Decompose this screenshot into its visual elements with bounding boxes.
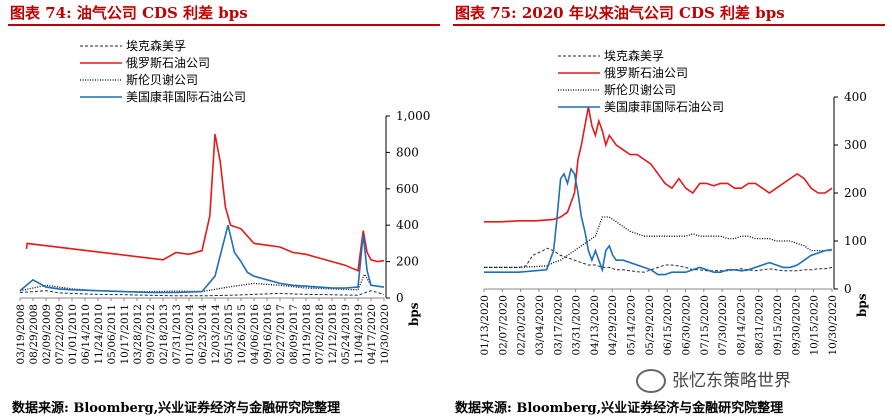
left-chart-legend-label: 斯伦贝谢公司: [126, 72, 198, 87]
right-chart-x-tick-label: 09/15/2020: [772, 295, 784, 356]
right-chart-x-tick-label: 03/17/2020: [552, 295, 564, 356]
right-chart-x-tick-label: 04/13/2020: [589, 295, 601, 356]
watermark: 张忆东策略世界: [636, 366, 791, 393]
right-figure-title: 图表 75: 2020 年以来油气公司 CDS 利差 bps: [455, 4, 785, 22]
left-chart-y-tick-label: 1,000: [396, 109, 430, 123]
left-chart-x-tick-label: 09/07/2012: [145, 304, 157, 365]
left-chart-series-line-0: [19, 290, 385, 297]
right-source-note: 数据来源: Bloomberg,兴业证券经济与金融研究院整理: [455, 401, 784, 416]
left-chart-x-tick-label: 03/19/2008: [15, 304, 27, 365]
right-chart-series-line-0: [484, 247, 833, 273]
left-chart-x-tick-label: 08/29/2008: [28, 304, 40, 365]
left-chart-x-tick-label: 09/16/2016: [262, 304, 274, 365]
left-chart-x-tick-label: 12/12/2018: [327, 304, 339, 365]
left-chart-x-tick-label: 06/14/2010: [80, 304, 92, 365]
right-chart-x-tick-label: 02/20/2020: [516, 295, 528, 356]
left-source-note: 数据来源: Bloomberg,兴业证券经济与金融研究院整理: [12, 401, 341, 416]
right-chart-x-tick-label: 09/30/2020: [790, 295, 802, 356]
right-chart-y-tick-label: 200: [844, 186, 867, 200]
left-chart-x-tick-label: 11/04/2019: [353, 304, 365, 365]
left-chart-x-tick-label: 07/22/2009: [54, 304, 66, 365]
left-chart-y-tick-label: 0: [396, 291, 404, 305]
left-chart-legend-label: 埃克森美孚: [126, 38, 186, 53]
left-chart-x-tick-label: 05/06/2011: [106, 304, 118, 365]
left-chart-x-tick-label: 10/30/2020: [379, 304, 391, 365]
left-chart-x-tick-label: 01/19/2018: [301, 304, 313, 365]
right-chart-x-tick-label: 08/31/2020: [754, 295, 766, 356]
right-title-rule: [453, 24, 885, 26]
right-chart-legend-label: 俄罗斯石油公司: [604, 66, 688, 80]
right-chart-x-tick-label: 02/07/2020: [497, 295, 509, 356]
left-chart-series-line-3: [19, 225, 385, 294]
left-chart-x-tick-label: 04/17/2020: [366, 304, 378, 365]
left-chart-x-tick-label: 03/28/2012: [132, 304, 144, 365]
right-chart-x-tick-label: 08/14/2020: [735, 295, 747, 356]
left-chart-x-tick-label: 11/24/2010: [93, 304, 105, 365]
right-chart-x-tick-label: 10/15/2020: [809, 295, 821, 356]
left-chart-x-tick-label: 08/09/2017: [288, 304, 300, 365]
right-chart-x-tick-label: 06/15/2020: [662, 295, 674, 356]
left-chart-x-tick-label: 12/03/2014: [210, 304, 222, 365]
left-chart-y-tick-label: 400: [396, 218, 419, 232]
right-chart-x-tick-label: 07/30/2020: [717, 295, 729, 356]
left-title-rule: [8, 24, 440, 26]
left-chart-x-tick-label: 05/15/2015: [223, 304, 235, 365]
watermark-text: 张忆东策略世界: [672, 371, 791, 391]
right-chart-x-tick-label: 06/30/2020: [680, 295, 692, 356]
right-chart-y-tick-label: 0: [844, 282, 852, 296]
right-chart-y-tick-label: 100: [844, 234, 867, 248]
left-chart-x-tick-label: 10/26/2015: [236, 304, 248, 365]
right-chart-x-tick-label: 05/14/2020: [626, 295, 638, 356]
right-chart-y-tick-label: 400: [844, 90, 867, 104]
right-chart-x-tick-label: 03/31/2020: [571, 295, 583, 356]
right-chart-x-tick-label: 10/30/2020: [827, 295, 839, 356]
left-chart-x-tick-label: 06/23/2014: [197, 304, 209, 365]
wechat-logo-icon: [636, 369, 666, 393]
right-chart-x-tick-label: 01/13/2020: [479, 295, 491, 356]
right-chart-y-tick-label: 300: [844, 138, 867, 152]
right-chart-series-line-3: [484, 167, 833, 276]
right-chart-series-line-1: [484, 106, 833, 223]
left-chart-x-tick-label: 01/10/2014: [184, 304, 196, 365]
left-chart-x-tick-label: 02/18/2013: [158, 304, 170, 365]
right-chart-x-tick-label: 03/04/2020: [534, 295, 546, 356]
right-chart-series-line-2: [484, 216, 832, 269]
left-chart-x-tick-label: 02/27/2017: [275, 304, 287, 365]
left-chart-y-tick-label: 200: [396, 255, 419, 269]
left-chart-x-tick-label: 10/17/2011: [119, 304, 131, 365]
left-chart-y-tick-label: 600: [396, 182, 419, 196]
right-chart-x-tick-label: 04/29/2020: [607, 295, 619, 356]
left-chart-x-tick-label: 04/06/2016: [249, 304, 261, 365]
left-chart-series-line-2: [19, 272, 385, 293]
left-chart-y-tick-label: 800: [396, 145, 419, 159]
right-chart-legend-label: 斯伦贝谢公司: [604, 82, 676, 97]
left-chart-series-line-1: [25, 134, 385, 272]
right-chart-x-tick-label: 05/29/2020: [644, 295, 656, 356]
left-chart-y-axis-label: bps: [407, 302, 421, 326]
left-chart-x-tick-label: 02/09/2009: [41, 304, 53, 365]
right-chart-x-tick-label: 07/15/2020: [699, 295, 711, 356]
left-chart-x-tick-label: 05/24/2019: [340, 304, 352, 365]
left-figure-title: 图表 74: 油气公司 CDS 利差 bps: [10, 4, 248, 22]
left-chart-x-tick-label: 07/31/2013: [171, 304, 183, 365]
left-chart-x-tick-label: 07/02/2018: [314, 304, 326, 365]
right-chart-y-axis-label: bps: [855, 293, 869, 317]
left-chart-legend-label: 俄罗斯石油公司: [126, 56, 210, 70]
right-chart-legend-label: 美国康菲国际石油公司: [604, 99, 724, 114]
right-chart-legend-label: 埃克森美孚: [604, 48, 664, 63]
left-chart-x-tick-label: 01/01/2010: [67, 304, 79, 365]
left-chart-legend-label: 美国康菲国际石油公司: [126, 89, 246, 104]
